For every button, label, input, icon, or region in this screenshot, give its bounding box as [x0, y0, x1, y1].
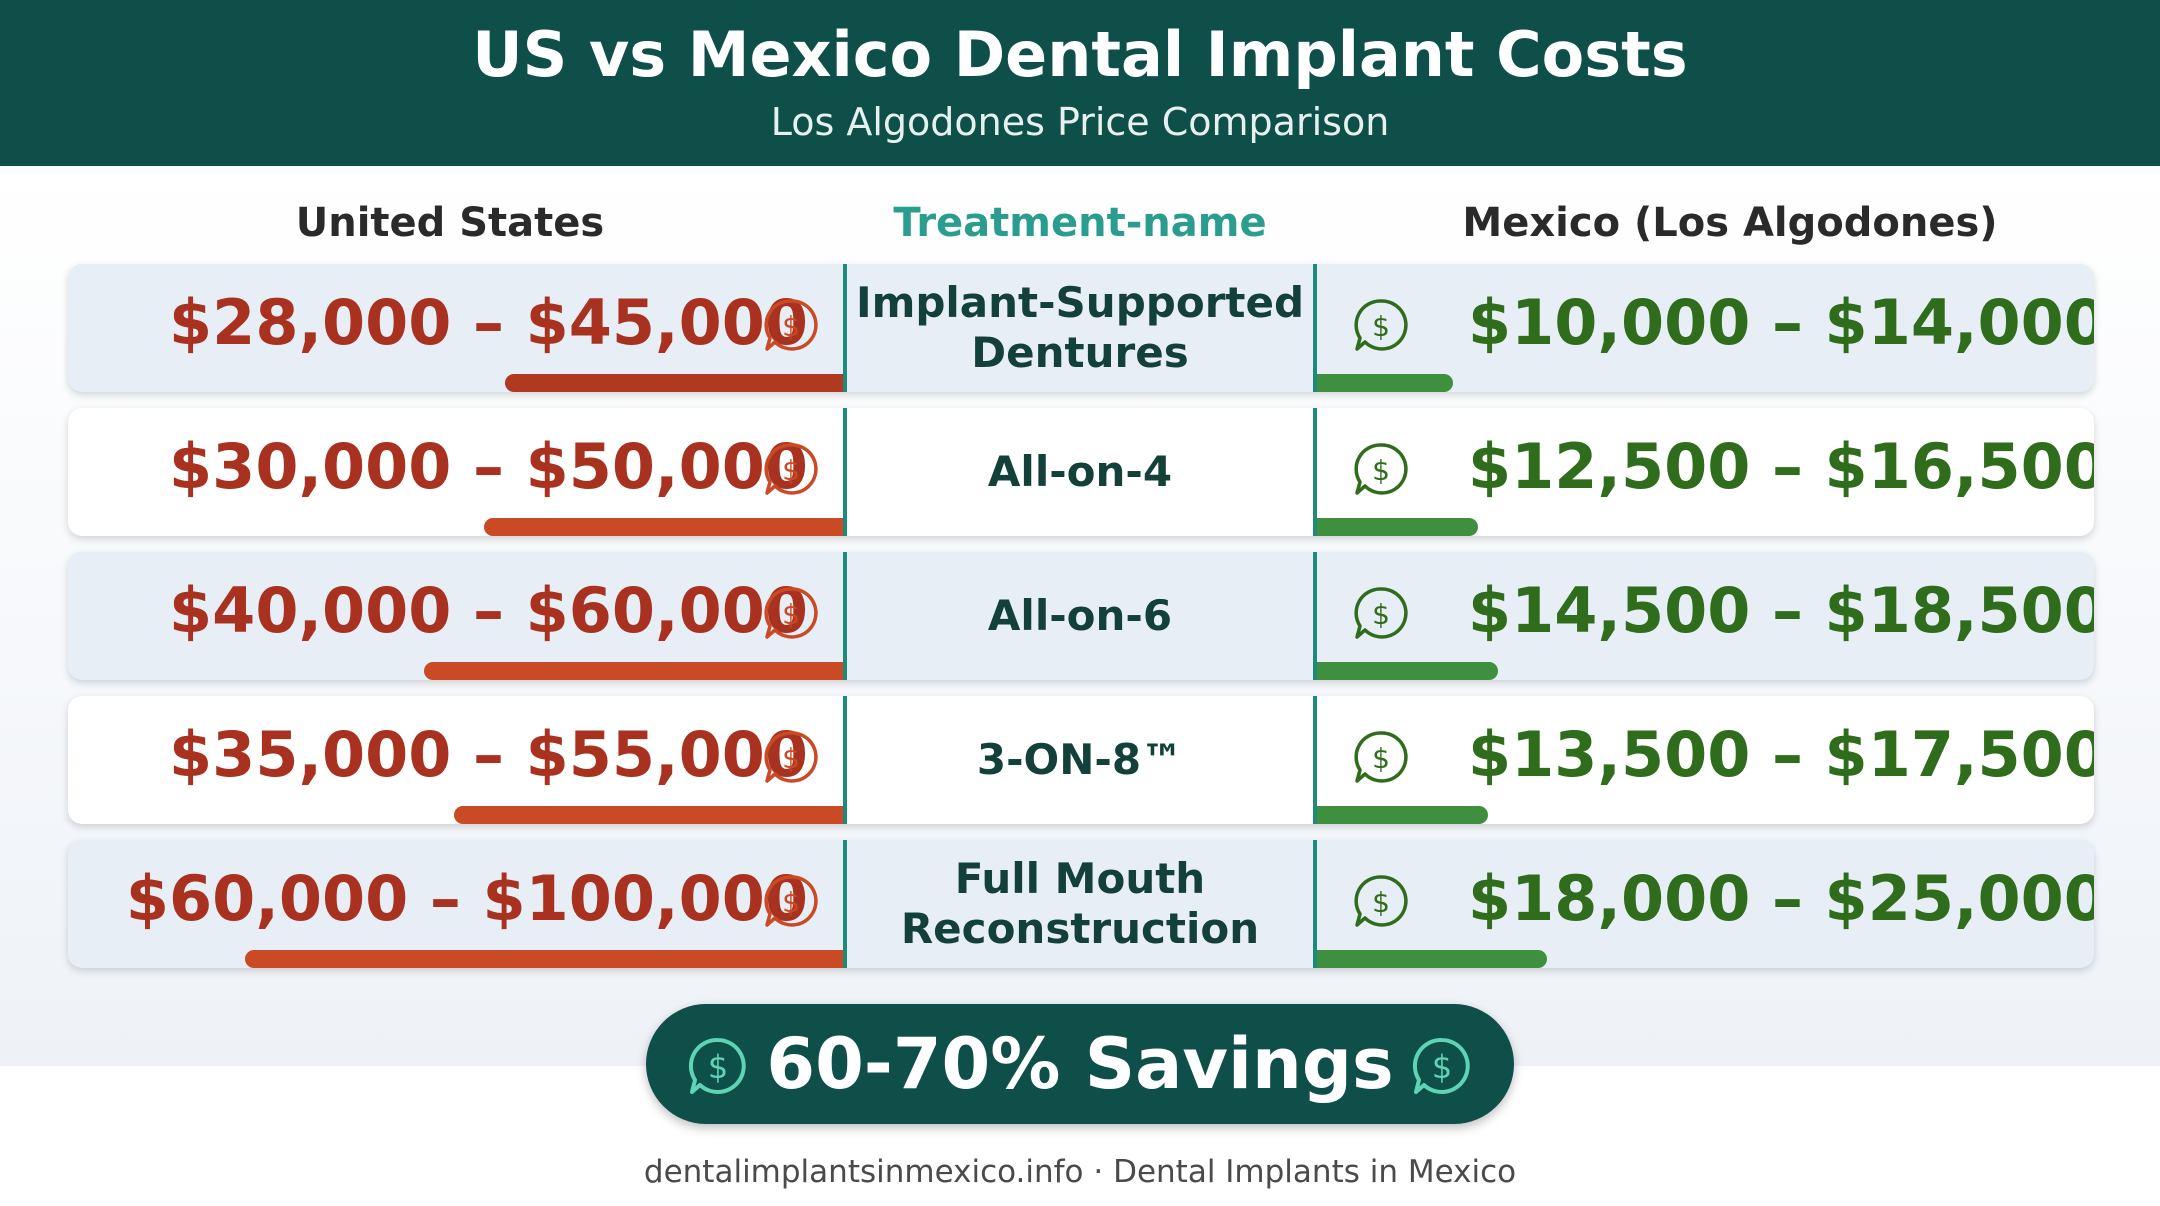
- dollar-chat-icon: $: [1354, 299, 1408, 351]
- svg-text:$: $: [782, 598, 800, 631]
- mexico-price: $18,000 – $25,000: [1468, 862, 2094, 935]
- page-subtitle: Los Algodones Price Comparison: [770, 100, 1390, 144]
- column-divider: [843, 552, 847, 680]
- table-row: $60,000 – $100,000 $ Full Mouth Reconstruc…: [68, 840, 2094, 968]
- dollar-chat-icon: $: [1354, 443, 1408, 495]
- svg-text:$: $: [1372, 886, 1390, 919]
- dollar-chat-icon: $: [1412, 1037, 1470, 1094]
- svg-text:$: $: [1372, 598, 1390, 631]
- mexico-price-bar: [1315, 806, 1488, 824]
- us-price-bar: [424, 662, 843, 680]
- svg-text:$: $: [782, 742, 800, 775]
- treatment-label: Implant-Supported Dentures: [855, 278, 1305, 377]
- dollar-chat-icon: $: [1354, 731, 1408, 783]
- dollar-chat-icon: $: [764, 587, 818, 639]
- mexico-price: $14,500 – $18,500: [1468, 574, 2094, 647]
- column-header-us: United States: [295, 200, 605, 246]
- column-divider: [843, 408, 847, 536]
- column-header-treatment: Treatment-name: [893, 200, 1267, 246]
- svg-text:$: $: [782, 886, 800, 919]
- savings-badge: $ 60-70% Savings $: [646, 1004, 1514, 1124]
- footer-credit: dentalimplantsinmexico.info · Dental Imp…: [643, 1154, 1517, 1190]
- savings-label: 60-70% Savings: [766, 1023, 1394, 1105]
- table-row: $40,000 – $60,000 $ All-on-6 $ $14,500 – $18…: [68, 552, 2094, 680]
- column-divider: [843, 264, 847, 392]
- column-divider: [1313, 552, 1317, 680]
- column-header-mexico: Mexico (Los Algodones): [1462, 200, 1998, 246]
- column-divider: [843, 696, 847, 824]
- treatment-name: 3-ON-8™: [847, 696, 1313, 824]
- svg-text:$: $: [1372, 742, 1390, 775]
- table-row: $30,000 – $50,000 $ All-on-4 $ $12,500 – $16…: [68, 408, 2094, 536]
- mexico-price-bar: [1315, 950, 1547, 968]
- table-row: $35,000 – $55,000 $3-ON-8™ $ $13,500 – $17,…: [68, 696, 2094, 824]
- us-price-bar: [484, 518, 843, 536]
- dollar-chat-icon: $: [1354, 587, 1408, 639]
- us-price: $40,000 – $60,000: [169, 574, 808, 647]
- mexico-price: $13,500 – $17,500: [1468, 718, 2094, 791]
- treatment-label: Full Mouth Reconstruction: [900, 854, 1260, 953]
- us-price-bar: [245, 950, 843, 968]
- mexico-price-bar: [1315, 662, 1498, 680]
- us-price-bar: [505, 374, 843, 392]
- svg-text:$: $: [1372, 454, 1390, 487]
- treatment-name: All-on-6: [847, 552, 1313, 680]
- svg-text:$: $: [1432, 1048, 1452, 1086]
- treatment-label: All-on-4: [987, 447, 1173, 496]
- column-divider: [1313, 408, 1317, 536]
- mexico-price-bar: [1315, 374, 1453, 392]
- us-price: $28,000 – $45,000: [169, 286, 808, 359]
- svg-text:$: $: [782, 454, 800, 487]
- treatment-label: 3-ON-8™: [976, 735, 1184, 784]
- svg-text:$: $: [782, 310, 800, 343]
- page-title: US vs Mexico Dental Implant Costs: [472, 18, 1688, 91]
- dollar-chat-icon: $: [764, 299, 818, 351]
- us-price: $30,000 – $50,000: [169, 430, 808, 503]
- mexico-price: $12,500 – $16,500: [1468, 430, 2094, 503]
- dollar-chat-icon: $: [764, 875, 818, 927]
- treatment-name: All-on-4: [847, 408, 1313, 536]
- table-row: $28,000 – $45,000 $ Implant-Supported Dent…: [68, 264, 2094, 392]
- us-price: $60,000 – $100,000: [125, 862, 808, 935]
- dollar-chat-icon: $: [688, 1037, 746, 1094]
- treatment-name: Full Mouth Reconstruction: [847, 840, 1313, 968]
- mexico-price-bar: [1315, 518, 1478, 536]
- column-divider: [1313, 696, 1317, 824]
- dollar-chat-icon: $: [1354, 875, 1408, 927]
- svg-text:$: $: [708, 1048, 728, 1086]
- mexico-price: $10,000 – $14,000: [1468, 286, 2094, 359]
- column-divider: [1313, 264, 1317, 392]
- header: US vs Mexico Dental Implant Costs Los Al…: [0, 0, 2160, 166]
- treatment-label: All-on-6: [987, 591, 1173, 640]
- us-price-bar: [454, 806, 843, 824]
- treatment-name: Implant-Supported Dentures: [847, 264, 1313, 392]
- column-divider: [1313, 840, 1317, 968]
- dollar-chat-icon: $: [764, 731, 818, 783]
- dollar-chat-icon: $: [764, 443, 818, 495]
- us-price: $35,000 – $55,000: [169, 718, 808, 791]
- svg-text:$: $: [1372, 310, 1390, 343]
- column-divider: [843, 840, 847, 968]
